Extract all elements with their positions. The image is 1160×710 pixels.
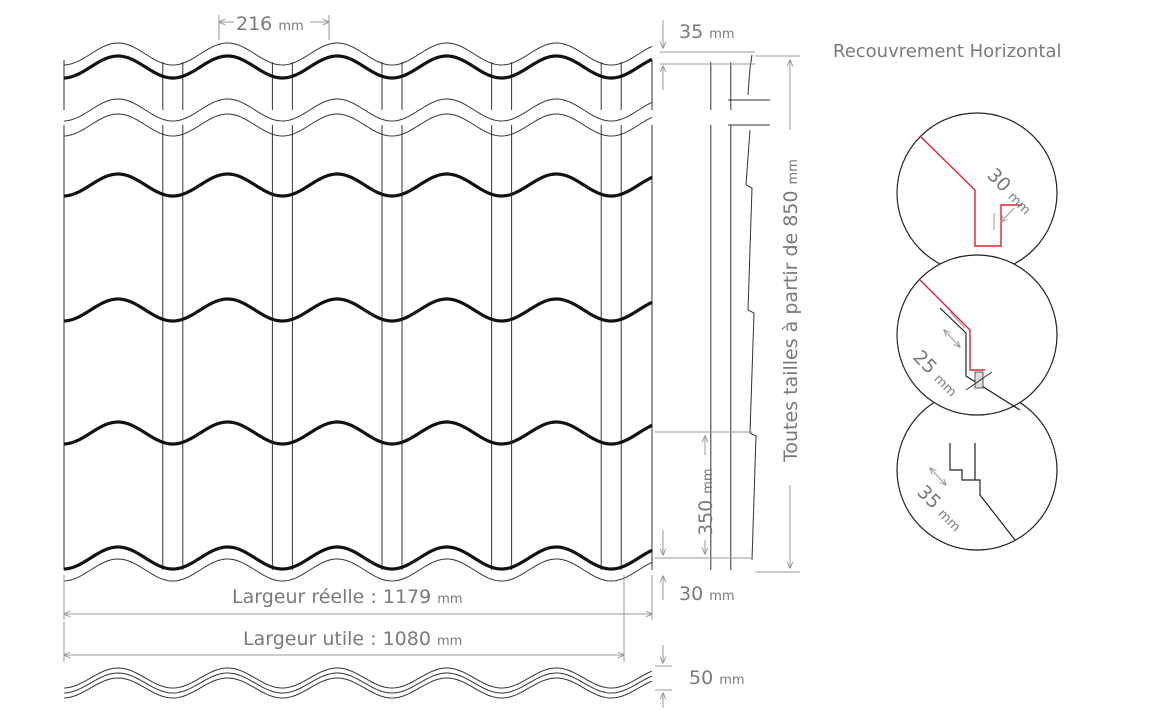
side-profile-line xyxy=(728,54,770,561)
step-dimension: 350 mm xyxy=(655,431,752,559)
step-line-3 xyxy=(63,420,653,446)
top-panel-edge xyxy=(63,42,653,66)
step-line-4 xyxy=(63,545,653,571)
profile-height-dimension: 50 mm xyxy=(655,645,745,708)
pitch-label: 216 mm xyxy=(236,13,304,35)
roof-sheet-front-view xyxy=(63,42,732,582)
bottom-overlap-dimension: 30 mm xyxy=(663,530,735,605)
real-width-dimension: Largeur réelle : 1179 mm xyxy=(64,575,652,620)
roof-sheet-profile xyxy=(63,667,653,699)
height-dimension: Toutes tailles à partir de 850 mm xyxy=(755,55,802,573)
height-range-label: Toutes tailles à partir de 850 mm xyxy=(780,159,802,463)
bottom-overlap-label: 30 mm xyxy=(679,583,735,605)
profile-line xyxy=(63,667,653,689)
detail-circle-middle: 25 mm xyxy=(896,254,1058,416)
top-panel-bottom xyxy=(63,98,653,122)
profile-line xyxy=(63,677,653,699)
pitch-dimension: 216 mm xyxy=(219,13,329,40)
profile-height-label: 50 mm xyxy=(689,667,745,689)
main-panel-bottom xyxy=(63,558,653,582)
top-overlap-dimension: 35 mm xyxy=(660,20,755,90)
useful-width-dimension: Largeur utile : 1080 mm xyxy=(64,575,624,662)
detail-circle-bottom: 35 mm xyxy=(896,389,1058,551)
step-line-2 xyxy=(63,297,653,323)
step-line-1 xyxy=(63,172,653,198)
step-label: 350 mm xyxy=(695,468,717,536)
top-overlap-label: 35 mm xyxy=(679,21,735,43)
profile-line xyxy=(63,672,653,694)
useful-width-label: Largeur utile : 1080 mm xyxy=(243,628,462,650)
top-panel-step xyxy=(63,54,653,80)
detail-circle-top: 30 mm xyxy=(896,112,1058,274)
main-panel-top xyxy=(63,113,653,137)
real-width-label: Largeur réelle : 1179 mm xyxy=(232,586,463,608)
roof-sheet-side-profile xyxy=(728,54,770,561)
horizontal-overlap-title: Recouvrement Horizontal xyxy=(833,41,1062,62)
